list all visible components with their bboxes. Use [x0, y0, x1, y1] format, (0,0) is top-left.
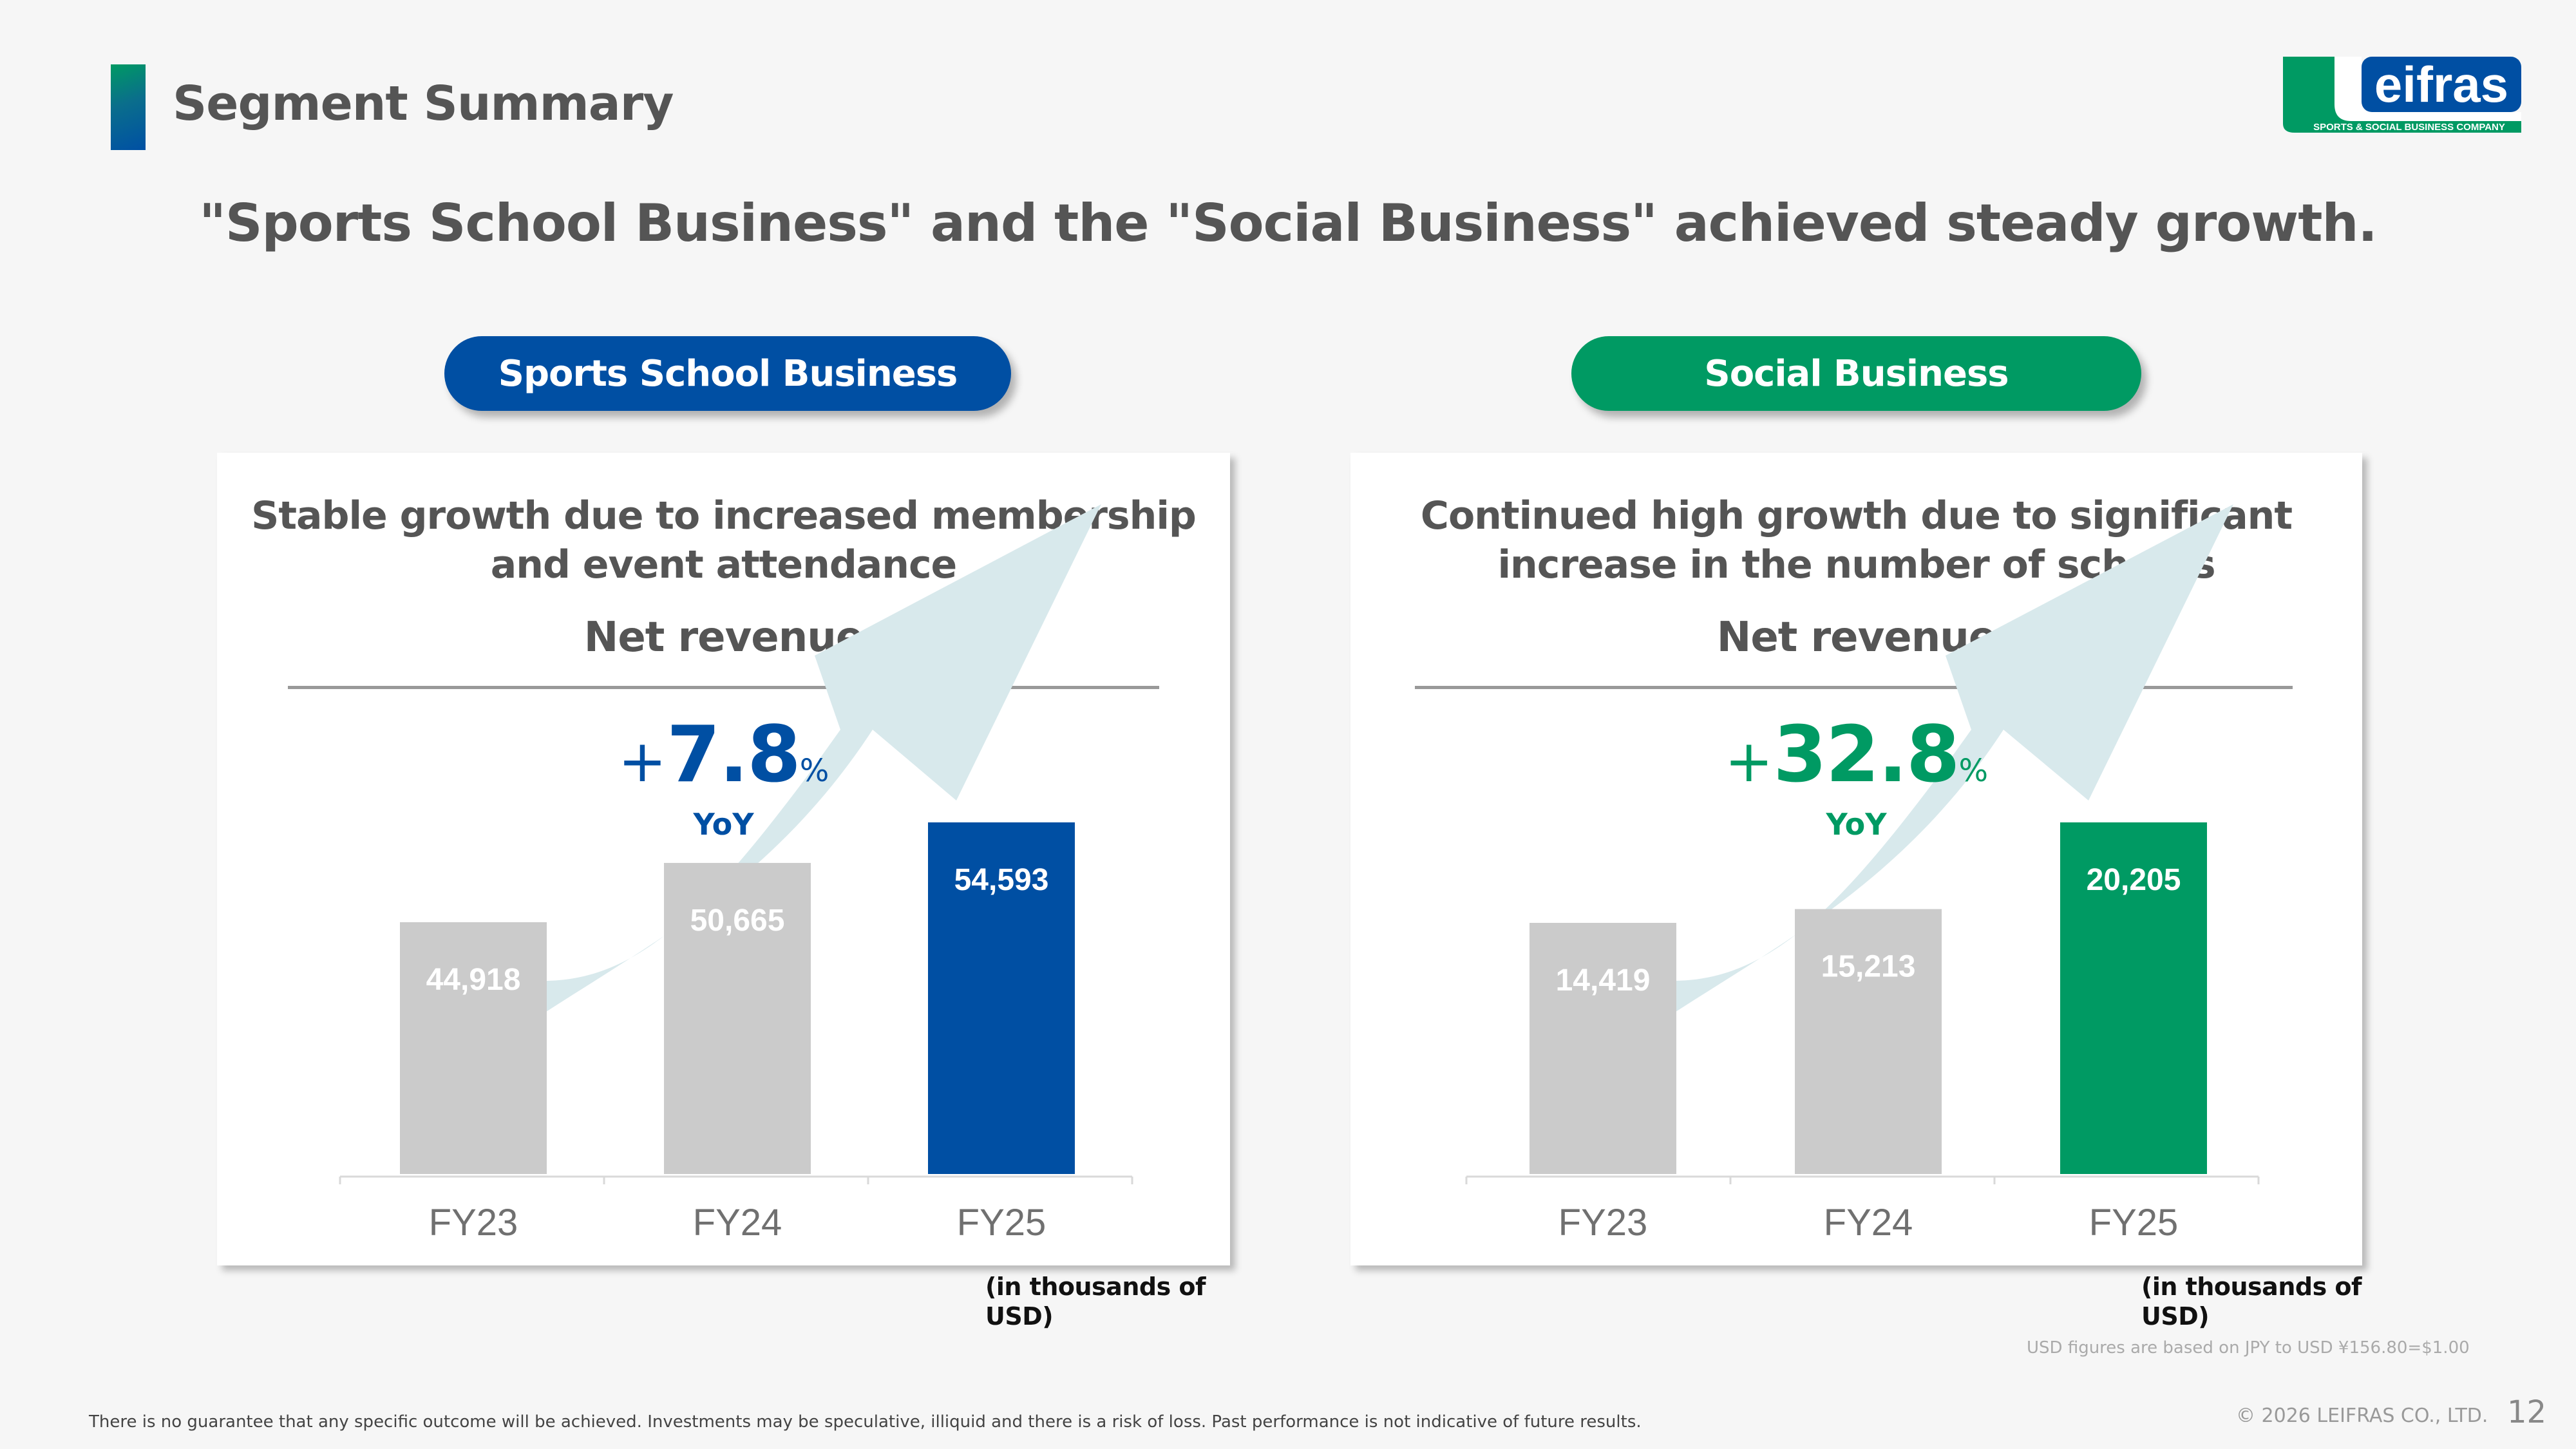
growth-rate: +7.8%	[217, 710, 1230, 800]
bar-value-label: 20,205	[2087, 863, 2181, 897]
segment-pill-label: Social Business	[1704, 352, 2009, 395]
yoy-label: YoY	[1826, 807, 1887, 842]
bar-value-label: 15,213	[1821, 950, 1916, 984]
card-title: Continued high growth due to significant…	[1420, 493, 2293, 587]
segment-card-sports-school: Stable growth due to increased membershi…	[217, 453, 1230, 1265]
segment-pill-social: Social Business	[1571, 336, 2141, 411]
page-number: 12	[2507, 1394, 2547, 1430]
leifras-logo: eifras SPORTS & SOCIAL BUSINESS COMPANY	[2283, 56, 2521, 133]
growth-plus: +	[618, 728, 667, 795]
growth-unit: %	[1958, 753, 1989, 789]
growth-unit: %	[799, 753, 829, 789]
bar-chart-sports-school: 44,918 FY23 50,665 FY24 54,593 FY25	[339, 504, 1133, 1244]
bar-fy24	[664, 862, 811, 1174]
growth-arrow-decoration	[544, 504, 1101, 1013]
disclaimer: There is no guarantee that any specific …	[89, 1412, 1642, 1432]
divider	[1415, 686, 2293, 689]
growth-rate: +32.8%	[1350, 710, 2362, 800]
bar-value-label: 50,665	[690, 904, 785, 938]
unit-note: (in thousands of USD)	[985, 1273, 1206, 1331]
bar-fy24	[1795, 909, 1942, 1174]
x-tick-label: FY25	[957, 1202, 1046, 1244]
segment-card-social: Continued high growth due to significant…	[1350, 453, 2362, 1265]
logo-tagline-strip	[2283, 121, 2521, 133]
growth-value: 32.8	[1773, 710, 1960, 800]
bar-value-label: 14,419	[1556, 963, 1651, 998]
copyright: © 2026 LEIFRAS CO., LTD.	[2236, 1405, 2488, 1427]
bar-chart-social: 14,419 FY23 15,213 FY24 20,205 FY25	[1465, 504, 2260, 1244]
fx-rate-note: USD figures are based on JPY to USD ¥156…	[2027, 1338, 2470, 1358]
x-tick-label: FY25	[2089, 1202, 2179, 1244]
title-accent-bar	[111, 64, 146, 150]
bar-value-label: 44,918	[426, 963, 521, 997]
logo-tagline: SPORTS & SOCIAL BUSINESS COMPANY	[2313, 122, 2505, 133]
growth-arrow-decoration	[1674, 504, 2233, 1013]
bar-fy23	[400, 922, 547, 1174]
unit-note: (in thousands of USD)	[2141, 1273, 2362, 1331]
logo-l-shape	[2334, 57, 2521, 121]
bar-value-label: 54,593	[954, 863, 1049, 897]
yoy-label: YoY	[693, 807, 754, 842]
bar-fy25	[2060, 822, 2207, 1174]
x-tick-label: FY23	[1558, 1202, 1648, 1244]
x-tick-label: FY23	[429, 1202, 518, 1244]
divider	[288, 686, 1159, 689]
bar-fy25	[928, 822, 1075, 1174]
headline: "Sports School Business" and the "Social…	[199, 193, 2378, 253]
page-title: Segment Summary	[173, 76, 674, 131]
card-title: Stable growth due to increased membershi…	[251, 493, 1197, 587]
metric-label: Net revenue	[583, 614, 864, 661]
x-tick-label: FY24	[1824, 1202, 1913, 1244]
logo-wordmark: eifras	[2374, 57, 2508, 113]
growth-plus: +	[1724, 728, 1774, 795]
segment-pill-label: Sports School Business	[498, 352, 958, 395]
x-tick-label: FY24	[693, 1202, 782, 1244]
growth-value: 7.8	[667, 710, 801, 800]
bar-fy23	[1530, 923, 1676, 1174]
logo-blue-box	[2362, 57, 2521, 112]
segment-pill-sports-school: Sports School Business	[444, 336, 1011, 411]
